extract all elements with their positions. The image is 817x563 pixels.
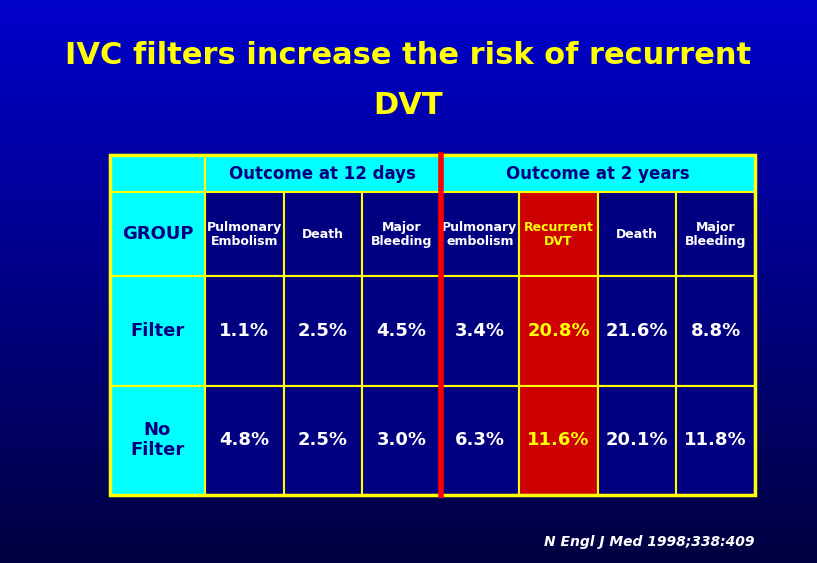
Text: Filter: Filter xyxy=(131,322,185,340)
Text: 3.0%: 3.0% xyxy=(377,431,426,449)
Bar xyxy=(362,193,440,276)
Text: GROUP: GROUP xyxy=(122,225,194,243)
Bar xyxy=(676,193,755,276)
Text: 11.6%: 11.6% xyxy=(527,431,590,449)
Text: Outcome at 2 years: Outcome at 2 years xyxy=(506,165,690,183)
Bar xyxy=(598,193,676,276)
Text: 4.5%: 4.5% xyxy=(377,322,426,340)
Text: 6.3%: 6.3% xyxy=(455,431,505,449)
Bar xyxy=(520,193,598,276)
Text: Death: Death xyxy=(301,228,344,241)
Bar xyxy=(205,386,283,495)
Bar xyxy=(362,276,440,386)
Bar xyxy=(440,276,520,386)
Bar xyxy=(283,386,362,495)
Text: 3.4%: 3.4% xyxy=(455,322,505,340)
Text: 2.5%: 2.5% xyxy=(298,322,348,340)
Text: N Engl J Med 1998;338:409: N Engl J Med 1998;338:409 xyxy=(544,535,755,549)
Bar xyxy=(110,386,205,495)
Text: 1.1%: 1.1% xyxy=(219,322,270,340)
Bar xyxy=(110,155,205,193)
Text: 8.8%: 8.8% xyxy=(690,322,741,340)
Bar xyxy=(205,155,440,193)
Bar xyxy=(110,193,205,276)
Text: Recurrent
DVT: Recurrent DVT xyxy=(524,221,593,248)
Text: Major
Bleeding: Major Bleeding xyxy=(371,221,432,248)
Bar xyxy=(440,155,755,193)
Bar xyxy=(676,386,755,495)
Bar xyxy=(520,276,598,386)
Text: 11.8%: 11.8% xyxy=(685,431,747,449)
Text: No
Filter: No Filter xyxy=(131,421,185,459)
Text: 2.5%: 2.5% xyxy=(298,431,348,449)
Text: 20.8%: 20.8% xyxy=(527,322,590,340)
Text: Outcome at 12 days: Outcome at 12 days xyxy=(230,165,417,183)
Bar xyxy=(362,386,440,495)
Text: IVC filters increase the risk of recurrent: IVC filters increase the risk of recurre… xyxy=(65,41,752,69)
Text: Pulmonary
Embolism: Pulmonary Embolism xyxy=(207,221,282,248)
Bar xyxy=(440,386,520,495)
Bar xyxy=(283,276,362,386)
Text: 20.1%: 20.1% xyxy=(606,431,668,449)
Text: 21.6%: 21.6% xyxy=(606,322,668,340)
Text: DVT: DVT xyxy=(373,91,444,119)
Bar xyxy=(520,386,598,495)
Bar xyxy=(676,276,755,386)
Bar xyxy=(598,276,676,386)
Text: Death: Death xyxy=(616,228,659,241)
Text: Pulmonary
embolism: Pulmonary embolism xyxy=(442,221,518,248)
Bar xyxy=(110,155,755,495)
Bar xyxy=(598,386,676,495)
Bar xyxy=(110,276,205,386)
Bar xyxy=(283,193,362,276)
Bar xyxy=(205,276,283,386)
Text: 4.8%: 4.8% xyxy=(219,431,270,449)
Bar xyxy=(205,193,283,276)
Bar xyxy=(440,193,520,276)
Text: Major
Bleeding: Major Bleeding xyxy=(685,221,747,248)
